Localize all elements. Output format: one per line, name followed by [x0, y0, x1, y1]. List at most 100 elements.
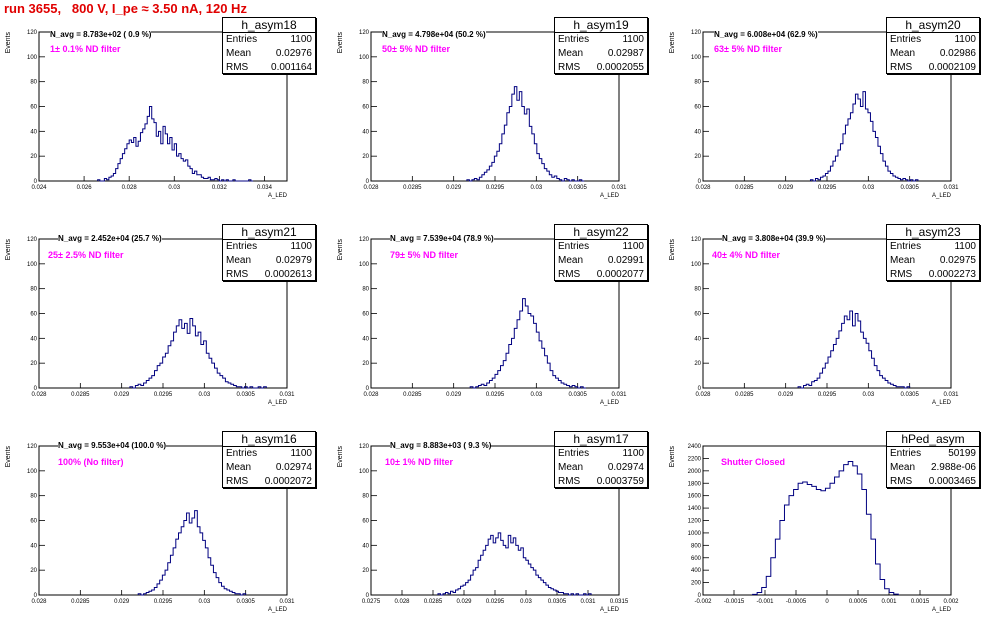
- x-axis-label: A_LED: [268, 607, 288, 613]
- y-tick-label: 60: [694, 105, 701, 111]
- y-tick-label: 40: [30, 336, 37, 342]
- histogram-series-line: [137, 510, 247, 596]
- n-avg-label: N_avg = 6.008e+04 (62.9 %): [714, 30, 818, 39]
- y-tick-label: 80: [362, 287, 369, 293]
- histogram-name: hPed_asym: [887, 432, 979, 447]
- histogram-panel-h-asym16: 0.028 0.0285 0.029 0.0295 0.03 0.0305 0.031 0 20…: [0, 431, 332, 638]
- x-tick-label: 0.0295: [486, 392, 505, 398]
- y-tick-label: 60: [362, 312, 369, 318]
- mean-value: 0.02986: [939, 48, 976, 59]
- entries-value: 1100: [622, 241, 644, 252]
- x-tick-label: 0.0285: [403, 185, 422, 191]
- x-tick-label: 0.0305: [568, 185, 587, 191]
- x-tick-label: 0.029: [446, 185, 462, 191]
- filter-label: 63± 5% ND filter: [714, 44, 782, 54]
- run-title: run 3655, 800 V, I_pe ≈ 3.50 nA, 120 Hz: [4, 1, 247, 16]
- y-tick-label: 2400: [688, 444, 702, 450]
- histogram-panel-h-asym18: 0.024 0.026 0.028 0.03 0.032 0.034 0 20 40 60 80 10…: [0, 17, 332, 224]
- y-tick-label: 80: [694, 80, 701, 86]
- histogram-panel-h-asym23: 0.028 0.0285 0.029 0.0295 0.03 0.0305 0.031 0 20…: [664, 224, 996, 431]
- y-tick-label: 20: [362, 361, 369, 367]
- y-tick-label: 60: [30, 519, 37, 525]
- filter-label: 40± 4% ND filter: [712, 250, 780, 260]
- y-tick-label: 60: [30, 312, 37, 318]
- histogram-name: h_asym21: [223, 225, 315, 240]
- rms-label: RMS: [890, 476, 913, 487]
- histogram-plot: 0.028 0.0285 0.029 0.0295 0.03 0.0305 0.031 0 20…: [669, 30, 959, 199]
- y-tick-label: 100: [27, 55, 38, 61]
- histogram-name: h_asym17: [555, 432, 647, 447]
- x-tick-label: 0.029: [778, 185, 794, 191]
- y-axis-label: Events: [337, 239, 344, 261]
- histogram-name: h_asym22: [555, 225, 647, 240]
- x-tick-label: 0.0005: [849, 599, 868, 605]
- filter-label: Shutter Closed: [721, 457, 786, 467]
- x-tick-label: 0.031: [943, 392, 959, 398]
- x-tick-label: 0.028: [363, 185, 379, 191]
- y-tick-label: 800: [691, 543, 702, 549]
- y-tick-label: 120: [27, 30, 38, 36]
- y-tick-label: 40: [362, 129, 369, 135]
- y-tick-label: 120: [359, 444, 370, 450]
- histogram-plot: 0.0275 0.028 0.0285 0.029 0.0295 0.03 0.0305 0.…: [337, 444, 629, 613]
- mean-value: 0.02979: [275, 255, 312, 266]
- y-tick-label: 40: [30, 129, 37, 135]
- y-tick-label: 60: [362, 519, 369, 525]
- y-tick-label: 80: [30, 80, 37, 86]
- x-tick-label: 0.0305: [548, 599, 567, 605]
- x-tick-label: 0.0285: [735, 185, 754, 191]
- entries-value: 1100: [954, 34, 976, 45]
- rms-value: 0.0002077: [596, 269, 644, 280]
- stats-box: h_asym20 Entries 1100 Mean 0.02986 RMS 0.00…: [886, 17, 980, 74]
- x-tick-label: 0.03: [862, 392, 874, 398]
- x-tick-label: 0.029: [456, 599, 472, 605]
- entries-value: 1100: [622, 34, 644, 45]
- y-tick-label: 20: [362, 568, 369, 574]
- stats-box: hPed_asym Entries 50199 Mean 2.988e-06 RMS…: [886, 431, 980, 488]
- y-tick-label: 80: [694, 287, 701, 293]
- x-tick-label: 0.0295: [154, 392, 173, 398]
- mean-label: Mean: [226, 48, 252, 59]
- y-tick-label: 120: [359, 30, 370, 36]
- x-tick-label: 0.0285: [71, 392, 90, 398]
- entries-label: Entries: [890, 448, 922, 459]
- x-tick-label: 0.0305: [900, 392, 919, 398]
- y-tick-label: 0: [366, 593, 370, 599]
- mean-label: Mean: [890, 48, 916, 59]
- entries-label: Entries: [558, 34, 590, 45]
- x-tick-label: -0.0005: [786, 599, 807, 605]
- x-tick-label: 0.031: [943, 185, 959, 191]
- x-tick-label: 0.029: [114, 392, 130, 398]
- x-axis-label: A_LED: [932, 400, 952, 406]
- x-axis-label: A_LED: [600, 607, 620, 613]
- x-axis-label: A_LED: [268, 193, 288, 199]
- mean-value: 0.02991: [607, 255, 644, 266]
- x-tick-label: 0.03: [520, 599, 532, 605]
- x-tick-label: -0.001: [756, 599, 774, 605]
- x-tick-label: 0.031: [580, 599, 596, 605]
- histogram-plot: -0.002 -0.0015 -0.001 -0.0005 0 0.0005 0.001 0.…: [669, 444, 959, 613]
- entries-label: Entries: [890, 241, 922, 252]
- stats-box: h_asym23 Entries 1100 Mean 0.02975 RMS 0.00…: [886, 224, 980, 281]
- x-tick-label: 0.0295: [486, 599, 505, 605]
- x-tick-label: 0.03: [168, 185, 180, 191]
- histogram-plot: 0.028 0.0285 0.029 0.0295 0.03 0.0305 0.031 0 20…: [337, 30, 627, 199]
- stats-box: h_asym16 Entries 1100 Mean 0.02974 RMS 0.00…: [222, 431, 316, 488]
- mean-value: 2.988e-06: [930, 462, 976, 473]
- entries-label: Entries: [226, 34, 258, 45]
- y-tick-label: 20: [694, 154, 701, 160]
- histogram-series-line: [466, 86, 585, 182]
- rms-value: 0.0002072: [264, 476, 312, 487]
- y-tick-label: 0: [34, 386, 38, 392]
- filter-label: 50± 5% ND filter: [382, 44, 450, 54]
- rms-label: RMS: [226, 269, 249, 280]
- mean-label: Mean: [226, 255, 252, 266]
- y-tick-label: 2000: [688, 469, 702, 475]
- y-tick-label: 60: [362, 105, 369, 111]
- mean-label: Mean: [890, 255, 916, 266]
- entries-label: Entries: [226, 241, 258, 252]
- rms-label: RMS: [558, 269, 581, 280]
- x-tick-label: 0.0285: [71, 599, 90, 605]
- y-tick-label: 40: [694, 129, 701, 135]
- x-axis-label: A_LED: [600, 400, 620, 406]
